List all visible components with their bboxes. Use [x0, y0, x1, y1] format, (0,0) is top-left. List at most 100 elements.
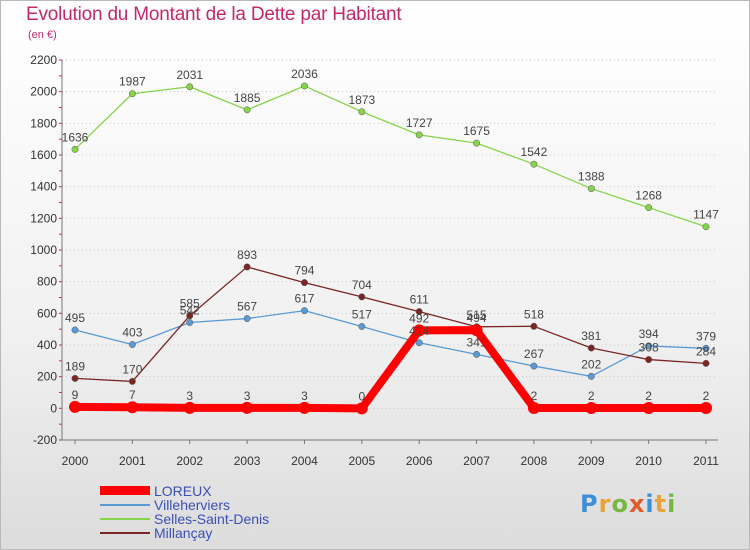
- data-label: 308: [639, 341, 659, 355]
- x-tick-label: 2004: [291, 454, 318, 468]
- data-point: [358, 323, 366, 330]
- legend-label-loreux: LOREUX: [154, 483, 212, 499]
- data-point: [587, 185, 595, 193]
- data-point: [645, 342, 653, 350]
- data-point: [530, 322, 538, 330]
- y-tick-label: 1600: [30, 148, 57, 162]
- y-tick-label: 800: [37, 275, 57, 289]
- data-point: [645, 356, 653, 364]
- data-label: 1987: [119, 75, 146, 89]
- x-tick-label: 2002: [176, 454, 203, 468]
- x-tick-label: 2009: [578, 454, 605, 468]
- data-point: [298, 401, 311, 414]
- data-label: 893: [237, 248, 257, 262]
- chart-title: Evolution du Montant de la Dette par Hab…: [26, 4, 402, 25]
- data-point: [355, 402, 368, 415]
- data-point: [473, 350, 480, 358]
- chart-subtitle: (en €): [28, 29, 57, 41]
- data-label: 2: [531, 389, 538, 403]
- data-point: [243, 315, 251, 323]
- data-label: 1542: [521, 145, 548, 159]
- data-label: 414: [409, 324, 429, 338]
- data-label: 3: [301, 389, 308, 403]
- data-point: [415, 308, 423, 316]
- data-point: [301, 279, 308, 287]
- data-point: [530, 362, 538, 370]
- data-label: 1675: [463, 124, 490, 138]
- data-label: 1885: [234, 91, 261, 105]
- x-tick-label: 2005: [348, 454, 375, 468]
- x-tick-label: 2011: [693, 454, 719, 468]
- data-label: 7: [129, 388, 136, 402]
- data-point: [126, 401, 139, 414]
- data-label: 2: [588, 389, 595, 403]
- data-point: [128, 341, 136, 348]
- data-label: 403: [122, 326, 142, 340]
- data-point: [413, 324, 426, 337]
- data-label: 518: [524, 307, 544, 321]
- data-label: 341: [467, 335, 487, 349]
- legend-label-villeherviers: Villeherviers: [154, 497, 230, 513]
- data-label: 1388: [578, 170, 605, 184]
- proxiti-logo: Proxiti: [580, 490, 676, 518]
- data-label: 611: [410, 293, 429, 307]
- logo-letter: i: [667, 490, 677, 518]
- data-point: [243, 106, 251, 114]
- data-point: [470, 324, 483, 337]
- data-point: [530, 160, 538, 168]
- data-labels: 9 7 3 3 3 0 492 494 2 2 2 2 495 403 542 567 617 517 414 341…: [62, 67, 720, 403]
- logo-letter: r: [598, 490, 612, 518]
- data-point: [128, 377, 136, 385]
- data-point: [183, 401, 196, 414]
- series-line: [74, 266, 707, 383]
- y-tick-label: 2200: [30, 53, 57, 67]
- data-label: 9: [72, 388, 79, 402]
- data-point: [702, 359, 710, 367]
- x-tick-label: 2007: [463, 454, 490, 468]
- data-point: [358, 293, 366, 301]
- data-label: 517: [352, 307, 372, 321]
- data-point: [186, 83, 194, 91]
- data-point: [700, 402, 712, 415]
- data-label: 394: [639, 327, 659, 341]
- data-label: 381: [581, 329, 601, 343]
- legend-label-millancay: Millançay: [154, 525, 213, 541]
- data-label: 1268: [635, 189, 662, 203]
- data-label: 1636: [62, 130, 89, 144]
- y-tick-label: 1800: [30, 116, 57, 130]
- data-point: [243, 263, 251, 271]
- data-label: 267: [524, 347, 544, 361]
- data-label: 515: [467, 308, 487, 322]
- data-point: [301, 82, 308, 90]
- data-point: [473, 139, 480, 147]
- data-label: 794: [294, 264, 314, 278]
- data-point: [527, 402, 540, 415]
- data-label: 1147: [693, 208, 719, 222]
- data-point: [241, 401, 254, 414]
- y-tick-label: 1000: [30, 243, 57, 257]
- x-tick-label: 2000: [62, 454, 89, 468]
- data-label: 3: [186, 389, 193, 403]
- data-point: [587, 372, 595, 380]
- x-tick-label: 2008: [521, 454, 548, 468]
- legend-label-selles-saint-denis: Selles-Saint-Denis: [154, 511, 270, 527]
- series-line: [74, 85, 707, 228]
- data-label: 492: [409, 311, 429, 325]
- data-label: 2036: [291, 67, 318, 81]
- data-label: 379: [696, 329, 716, 343]
- data-label: 202: [581, 357, 601, 371]
- data-label: 189: [65, 359, 85, 373]
- y-tick-label: 600: [37, 306, 57, 320]
- data-label: 1873: [348, 93, 375, 107]
- data-label: 495: [65, 311, 85, 325]
- logo-letter: x: [628, 490, 646, 518]
- data-label: 585: [180, 297, 200, 311]
- data-point: [186, 319, 194, 326]
- data-point: [415, 339, 423, 347]
- data-label: 0: [358, 389, 365, 403]
- y-tick-label: 400: [37, 338, 57, 352]
- data-label: 542: [180, 304, 200, 318]
- data-point: [69, 400, 81, 413]
- legend-swatch-selles-saint-denis: [100, 518, 150, 520]
